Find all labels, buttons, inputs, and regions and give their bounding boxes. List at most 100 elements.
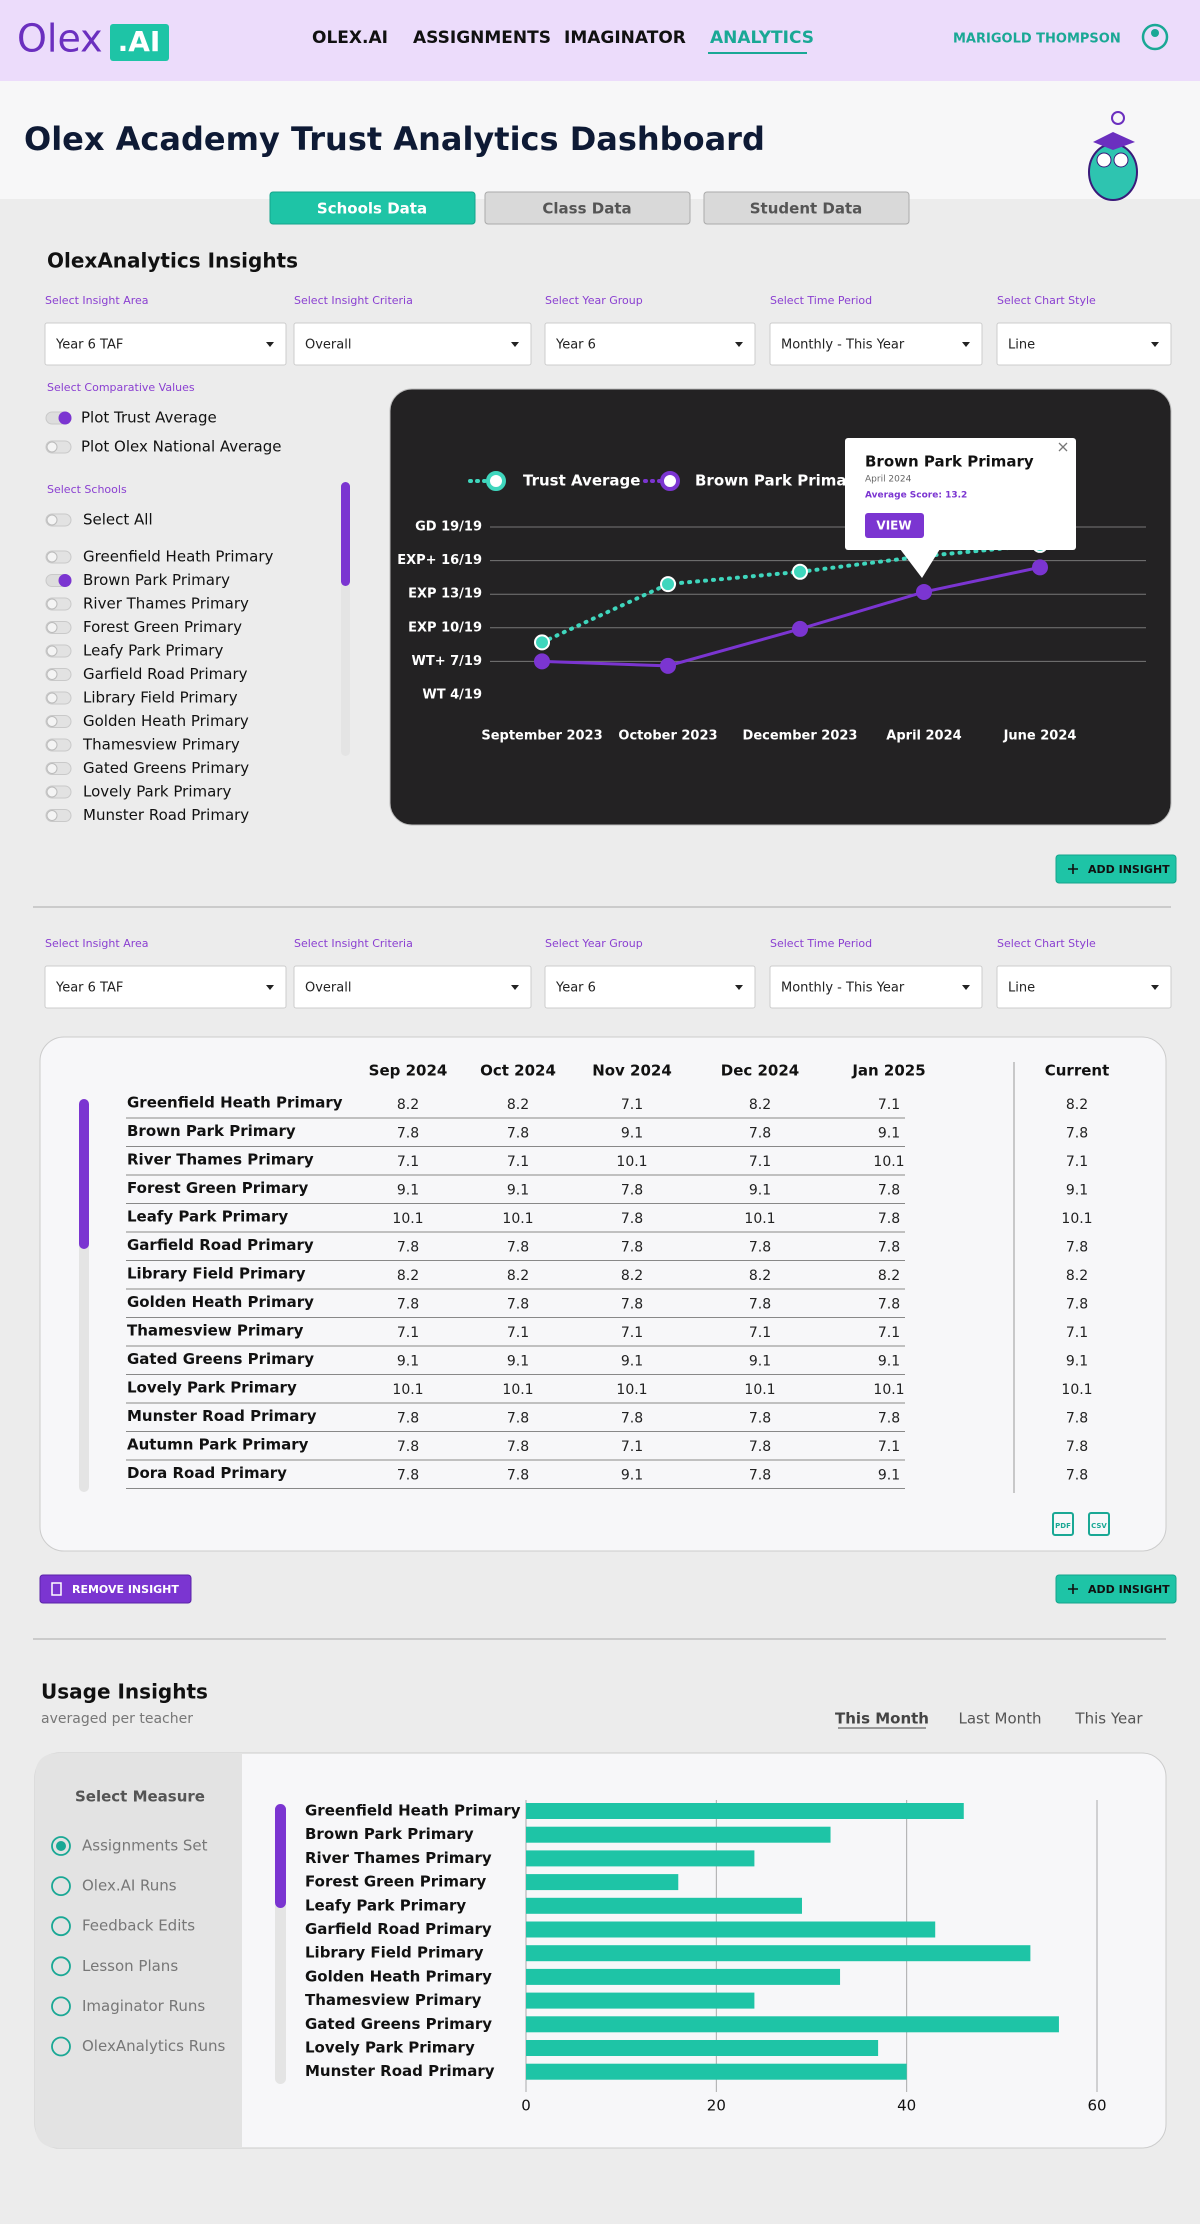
bar — [526, 1921, 936, 1938]
tab[interactable] — [484, 191, 691, 225]
mascot-bulb — [1111, 111, 1125, 125]
export-icon[interactable] — [1088, 1512, 1110, 1536]
table-cell: 7.8 — [1066, 1411, 1088, 1427]
select-box[interactable] — [769, 322, 983, 366]
bar-label: Brown Park Primary — [305, 1825, 474, 1843]
nav-link[interactable]: OLEX.AI — [312, 28, 388, 48]
tooltip-close[interactable] — [1058, 442, 1068, 452]
school-name: Garfield Road Primary — [83, 665, 248, 683]
table-cell: 7.1 — [621, 1325, 643, 1341]
x-tick-label: 0 — [521, 2097, 531, 2115]
filter-label: Select Insight Criteria — [294, 937, 413, 950]
tab[interactable] — [703, 191, 910, 225]
scroll-thumb — [275, 1804, 286, 1908]
nav-link[interactable]: ANALYTICS — [710, 28, 814, 48]
radio[interactable] — [51, 1996, 71, 2017]
export-icon[interactable] — [1052, 1512, 1074, 1536]
select-box[interactable] — [44, 965, 287, 1009]
school-name: Gated Greens Primary — [83, 759, 249, 777]
scroll-thumb — [341, 482, 350, 586]
table-cell: 7.1 — [507, 1325, 529, 1341]
school-name: Thamesview Primary — [82, 736, 240, 754]
select-box[interactable] — [293, 322, 532, 366]
table-cell: 9.1 — [397, 1183, 419, 1199]
row-label: Munster Road Primary — [127, 1407, 317, 1425]
toggle-knob — [46, 692, 58, 704]
toggle-knob — [46, 645, 58, 657]
series-point — [534, 653, 550, 670]
select-box[interactable] — [769, 965, 983, 1009]
radio-dot — [56, 1841, 66, 1851]
select-value: Overall — [305, 338, 351, 353]
y-tick-label: EXP+ 16/19 — [397, 553, 482, 568]
filter-label: Select Chart Style — [997, 937, 1096, 950]
bar-label: Forest Green Primary — [305, 1873, 486, 1891]
table-cell: 7.1 — [878, 1439, 900, 1455]
button[interactable] — [1055, 854, 1177, 884]
measure-heading: Select Measure — [75, 1788, 205, 1806]
series-point — [660, 576, 676, 593]
period-option[interactable]: This Month — [835, 1710, 929, 1728]
y-tick-label: GD 19/19 — [415, 520, 482, 535]
table-cell: 8.2 — [749, 1097, 771, 1113]
user-name[interactable]: MARIGOLD THOMPSON — [953, 32, 1121, 47]
bar — [526, 2040, 879, 2056]
tooltip-button[interactable] — [865, 513, 924, 538]
select-caret — [266, 985, 274, 990]
bar-label: Library Field Primary — [305, 1944, 484, 1962]
period-option[interactable]: Last Month — [958, 1710, 1041, 1728]
measure-label: OlexAnalytics Runs — [82, 2037, 225, 2055]
bar-label: Lovely Park Primary — [305, 2039, 475, 2057]
radio[interactable] — [51, 1876, 71, 1896]
tab[interactable] — [269, 191, 476, 225]
measure-panel — [35, 1753, 242, 2148]
bar — [526, 1897, 802, 1914]
school-name: Library Field Primary — [83, 689, 238, 707]
radio[interactable] — [51, 1916, 71, 1937]
toggle-knob — [58, 574, 72, 587]
select-caret — [962, 985, 970, 990]
select-box[interactable] — [544, 322, 756, 366]
radio[interactable] — [51, 1956, 71, 1977]
select-box[interactable] — [996, 322, 1172, 366]
table-cell: 7.8 — [507, 1297, 529, 1313]
bar — [526, 2016, 1059, 2033]
select-box[interactable] — [293, 965, 532, 1009]
table-cell: 10.1 — [744, 1211, 775, 1227]
legend-label: Brown Park Primary — [695, 472, 864, 490]
select-value: Year 6 TAF — [55, 981, 123, 996]
nav-link[interactable]: IMAGINATOR — [564, 28, 686, 48]
school-name: Greenfield Heath Primary — [83, 548, 274, 566]
mascot-body — [1088, 143, 1138, 201]
nav-link[interactable]: ASSIGNMENTS — [413, 28, 551, 48]
period-option[interactable]: This Year — [1074, 1710, 1143, 1728]
column-header: Dec 2024 — [721, 1062, 800, 1080]
x-tick-label: September 2023 — [481, 729, 602, 744]
table-cell: 9.1 — [1066, 1354, 1088, 1370]
button[interactable] — [39, 1574, 192, 1604]
table-cell: 7.8 — [397, 1126, 419, 1142]
filter-label: Select Insight Criteria — [294, 294, 413, 307]
user-icon[interactable] — [1141, 23, 1169, 51]
radio[interactable] — [51, 2036, 71, 2057]
table-cell: 10.1 — [502, 1382, 533, 1398]
table-cell: 7.8 — [1066, 1240, 1088, 1256]
x-tick-label: 20 — [707, 2097, 726, 2115]
select-box[interactable] — [544, 965, 756, 1009]
row-label: Forest Green Primary — [127, 1179, 308, 1197]
table-cell: 8.2 — [1066, 1268, 1088, 1284]
select-box[interactable] — [44, 322, 287, 366]
button-label: ADD INSIGHT — [1088, 863, 1170, 876]
y-tick-label: EXP 13/19 — [408, 587, 482, 602]
row-label: Lovely Park Primary — [127, 1379, 297, 1397]
toggle-knob — [46, 551, 58, 563]
filter-label: Select Year Group — [545, 294, 643, 307]
select-caret — [1151, 985, 1159, 990]
radio[interactable] — [51, 1836, 71, 1856]
table-cell: 9.1 — [621, 1468, 643, 1484]
toggle-knob — [46, 810, 58, 821]
button[interactable] — [1055, 1574, 1177, 1604]
table-cell: 10.1 — [744, 1382, 775, 1398]
table-cell: 7.8 — [878, 1297, 900, 1313]
select-box[interactable] — [996, 965, 1172, 1009]
